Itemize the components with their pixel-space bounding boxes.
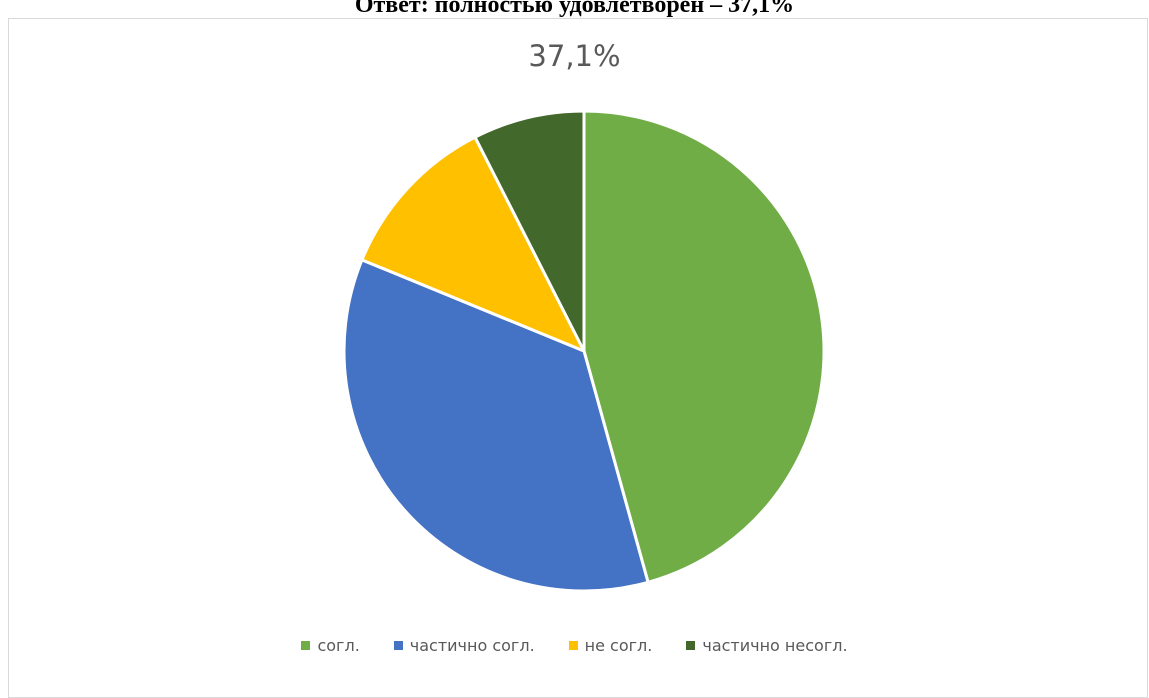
pie-slice-disagree	[360, 135, 586, 353]
legend-swatch-partially-disagree	[686, 641, 696, 650]
legend-item-partially-agree: частично согл.	[393, 636, 535, 655]
legend-swatch-partially-agree	[393, 641, 403, 650]
document-heading: Ответ: полностью удовлетворен – 37,1%	[354, 0, 795, 18]
pie-slice-partially-agree	[342, 258, 650, 593]
pie-chart	[342, 109, 826, 593]
legend-swatch-agree	[301, 641, 311, 650]
chart-title: 37,1%	[528, 39, 621, 73]
pie-slice-agree	[582, 109, 826, 584]
legend-label-partially-agree: частично согл.	[409, 636, 535, 655]
chart-legend: согл. частично согл. не согл. частично н…	[0, 636, 1149, 655]
legend-item-partially-disagree: частично несогл.	[686, 636, 848, 655]
legend-item-disagree: не согл.	[568, 636, 653, 655]
legend-swatch-disagree	[568, 641, 578, 650]
legend-label-partially-disagree: частично несогл.	[702, 636, 848, 655]
legend-item-agree: согл.	[301, 636, 360, 655]
legend-label-disagree: не согл.	[584, 636, 653, 655]
legend-label-agree: согл.	[317, 636, 360, 655]
pie-slice-partially-disagree	[473, 109, 586, 353]
